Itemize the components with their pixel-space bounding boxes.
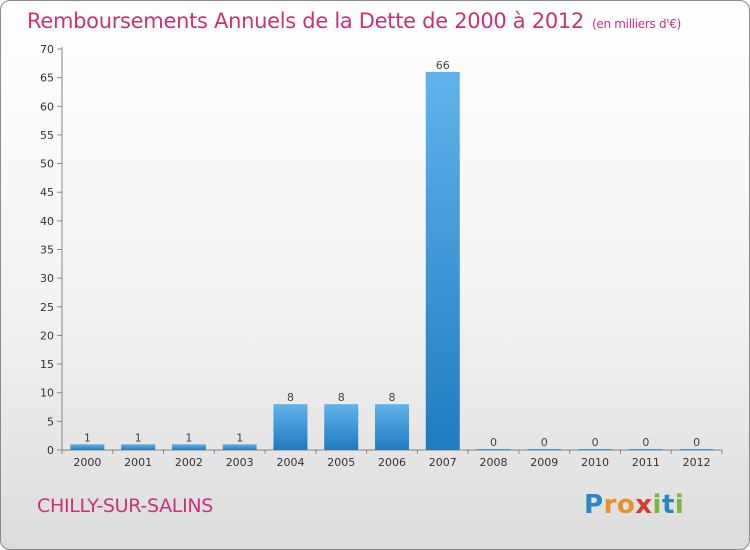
bar-value-label: 1 — [135, 431, 142, 444]
x-tick-label: 2011 — [632, 456, 660, 469]
y-tick-label: 45 — [40, 186, 54, 199]
x-tick-label: 2001 — [124, 456, 152, 469]
y-tick-label: 30 — [40, 272, 54, 285]
y-tick-label: 55 — [40, 129, 54, 142]
title-text: Remboursements Annuels de la Dette de 20… — [27, 9, 584, 33]
x-tick-label: 2000 — [73, 456, 101, 469]
logo-letter: i — [674, 490, 685, 520]
bar-value-label: 8 — [338, 391, 345, 404]
commune-name: CHILLY-SUR-SALINS — [37, 495, 214, 517]
bar-value-label: 1 — [185, 431, 192, 444]
bar-2009 — [527, 449, 562, 450]
bar-value-label: 66 — [436, 59, 450, 72]
x-tick-label: 2006 — [378, 456, 406, 469]
bars: 1 1 1 1 8 8 8 66 0 0 0 0 0 — [70, 59, 714, 451]
x-tick-label: 2012 — [683, 456, 711, 469]
proxiti-logo: Proxiti — [584, 490, 684, 520]
y-tick-label: 70 — [40, 43, 54, 56]
y-tick-label: 35 — [40, 244, 54, 257]
x-tick-label: 2004 — [276, 456, 304, 469]
bar-value-label: 0 — [693, 436, 700, 449]
y-tick-label: 5 — [47, 415, 54, 428]
chart-title: Remboursements Annuels de la Dette de 20… — [27, 9, 681, 33]
bar-value-label: 0 — [592, 436, 599, 449]
x-tick-label: 2010 — [581, 456, 609, 469]
x-tick-label: 2009 — [530, 456, 558, 469]
logo-letter: t — [661, 490, 675, 520]
x-tick-label: 2002 — [175, 456, 203, 469]
bar-2012 — [679, 449, 714, 450]
bar-2001 — [121, 444, 156, 450]
bar-value-label: 8 — [287, 391, 294, 404]
y-tick-label: 20 — [40, 329, 54, 342]
bar-2008 — [476, 449, 511, 450]
y-tick-label: 60 — [40, 100, 54, 113]
bar-value-label: 1 — [236, 431, 243, 444]
bar-2003 — [222, 444, 257, 450]
chart-subtitle: (en milliers d'€) — [592, 17, 682, 31]
bar-2007 — [425, 71, 460, 451]
logo-letter: r — [603, 490, 617, 520]
x-tick-label: 2005 — [327, 456, 355, 469]
bar-value-label: 0 — [490, 436, 497, 449]
x-tick-label: 2003 — [226, 456, 254, 469]
y-tick-label: 40 — [40, 215, 54, 228]
logo-letter: x — [635, 490, 653, 520]
y-tick-label: 0 — [47, 444, 54, 457]
bar-2006 — [375, 404, 409, 450]
bar-2010 — [578, 449, 613, 450]
bar-2002 — [171, 444, 206, 450]
y-tick-label: 65 — [40, 72, 54, 85]
logo-letter: i — [652, 490, 662, 520]
y-tick-label: 25 — [40, 301, 54, 314]
x-tick-label: 2007 — [429, 456, 457, 469]
logo-letter: o — [616, 490, 636, 520]
y-tick-label: 15 — [40, 358, 54, 371]
x-tick-label: 2008 — [480, 456, 508, 469]
y-tick-label: 10 — [40, 387, 54, 400]
bar-value-label: 0 — [541, 436, 548, 449]
bar-2011 — [628, 449, 663, 450]
bar-2004 — [273, 404, 308, 450]
logo-letter: P — [584, 490, 604, 520]
bar-value-label: 1 — [84, 431, 91, 444]
bar-2000 — [70, 444, 105, 450]
bar-value-label: 0 — [642, 436, 649, 449]
bar-2005 — [324, 404, 359, 450]
y-tick-label: 50 — [40, 158, 54, 171]
bar-value-label: 8 — [389, 391, 396, 404]
